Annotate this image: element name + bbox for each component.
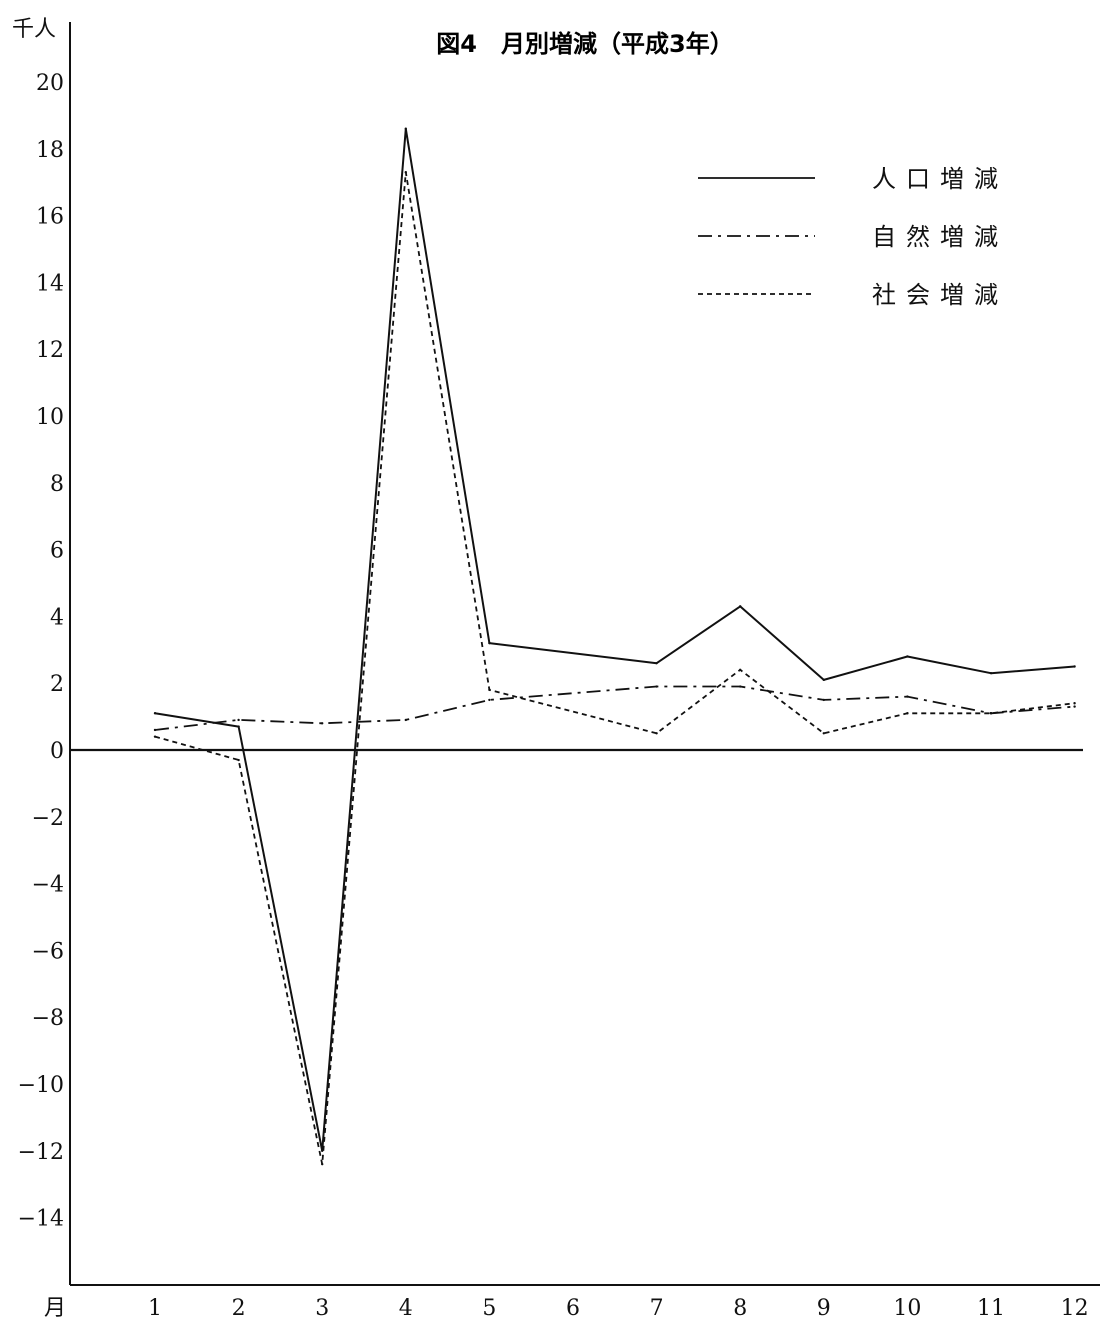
x-tick-label: 12 [1061,1296,1089,1321]
series-2-point [404,718,407,722]
series-2-point [739,685,742,688]
series-2-point [822,698,825,702]
chart-title: 図4 月別増減（平成3年） [436,30,733,58]
series-3-point [1073,702,1076,705]
y-tick-label: −2 [32,806,64,831]
series-2-point [321,722,324,725]
y-tick-label: −4 [32,873,64,898]
series-3-point [237,758,240,762]
series-3-point [404,170,407,174]
x-tick-label: 4 [399,1296,413,1321]
y-axis-unit-label: 千人 [12,17,56,42]
x-tick-label: 10 [893,1296,921,1321]
series-1-point [739,605,742,608]
series-2-point [488,698,491,702]
x-tick-label: 3 [315,1296,329,1321]
legend-label-2: 自然増減 [872,223,1008,251]
series-3-point [822,732,825,735]
series-3-point [906,712,909,715]
series-3-point [321,1162,324,1166]
series-1-point [906,655,909,658]
y-tick-label: 18 [36,138,64,163]
y-tick-label: −10 [18,1073,64,1098]
series-3-point [655,732,658,735]
y-tick-label: 20 [36,71,64,96]
series-1-point [488,641,491,645]
y-tick-label: 4 [50,605,64,630]
x-tick-label: 8 [733,1296,747,1321]
y-tick-label: −14 [18,1207,64,1232]
series-line-2 [154,685,1075,731]
series-1-point [822,678,825,682]
series-1-point [321,1149,324,1153]
series-1-point [237,725,240,728]
series-2-point [655,685,658,688]
series-3-point [739,668,742,672]
x-axis-unit-label: 月 [44,1296,66,1321]
x-tick-label: 7 [650,1296,664,1321]
y-tick-label: 2 [50,672,64,697]
y-tick-label: 10 [36,405,64,430]
x-tick-label: 5 [482,1296,496,1321]
x-tick-label: 9 [817,1296,831,1321]
y-tick-label: −8 [32,1006,64,1031]
series-line-3 [154,171,1075,1166]
legend-label-3: 社会増減 [872,281,1008,309]
series-1-point [153,712,157,715]
legend-label-1: 人口増減 [872,165,1008,193]
series-1-point [1073,665,1076,668]
y-tick-label: 12 [36,338,64,363]
series-3-point [989,712,993,715]
y-tick-label: 8 [50,472,64,497]
y-tick-label: 0 [50,739,64,764]
y-tick-label: 6 [50,539,64,564]
series-2-point [237,718,240,722]
y-tick-label: 14 [36,271,64,296]
series-3-point [153,735,157,738]
x-tick-label: 6 [566,1296,580,1321]
series-2-point [153,728,157,732]
series-3-point [488,688,491,692]
x-tick-label: 2 [232,1296,246,1321]
series-1-point [655,661,658,665]
series-2-point [1073,705,1076,708]
x-tick-label: 1 [148,1296,162,1321]
series-1-point [989,671,993,675]
y-tick-label: −6 [32,939,64,964]
y-tick-label: −12 [18,1140,64,1165]
x-tick-label: 11 [977,1296,1005,1321]
series-2-point [906,695,909,698]
y-tick-label: 16 [36,205,64,230]
series-1-point [404,127,407,130]
